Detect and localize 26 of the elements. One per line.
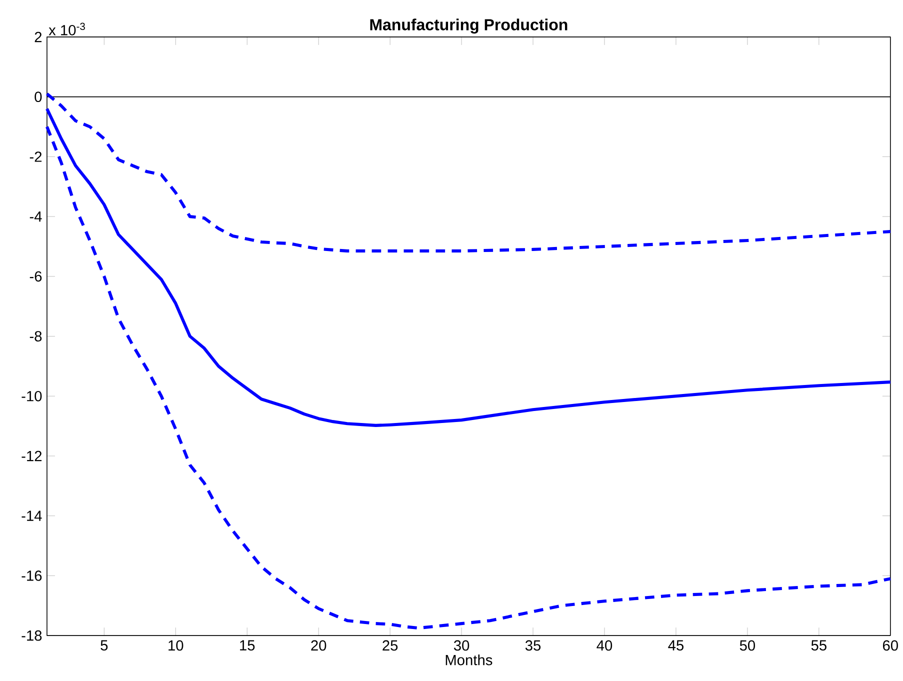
- x-tick-label: 10: [168, 640, 184, 651]
- y-tick-label: -12: [22, 451, 42, 462]
- y-tick-label: 2: [34, 32, 42, 42]
- x-tick-label: 25: [382, 640, 398, 651]
- y-tick-label: -6: [30, 271, 42, 282]
- x-tick-label: 55: [811, 640, 826, 651]
- x-axis-title: Months: [446, 654, 492, 666]
- x-tick-label: 15: [240, 640, 255, 651]
- x-tick-label: 40: [596, 640, 612, 651]
- x-tick-label: 60: [883, 640, 898, 651]
- x-tick-label: 30: [454, 640, 470, 651]
- chart-title: Manufacturing Production: [370, 18, 568, 34]
- x-tick-label: 50: [740, 640, 756, 651]
- y-tick-label: -10: [22, 391, 42, 402]
- y-tick-label: -14: [22, 511, 42, 522]
- x-tick-label: 35: [525, 640, 541, 651]
- text: x 10$^{-3}$: [48, 22, 85, 36]
- y-tick-label: -8: [30, 331, 42, 342]
- x-tick-label: 20: [311, 640, 326, 651]
- y-tick-label: 0: [34, 92, 42, 102]
- y-tick-label: -2: [30, 152, 42, 162]
- y-tick-label: -16: [22, 570, 42, 582]
- y-tick-label: -18: [22, 630, 42, 641]
- x-tick-label: 45: [668, 640, 684, 651]
- x-tick-label: 5: [100, 640, 108, 651]
- y-tick-label: -4: [30, 212, 42, 222]
